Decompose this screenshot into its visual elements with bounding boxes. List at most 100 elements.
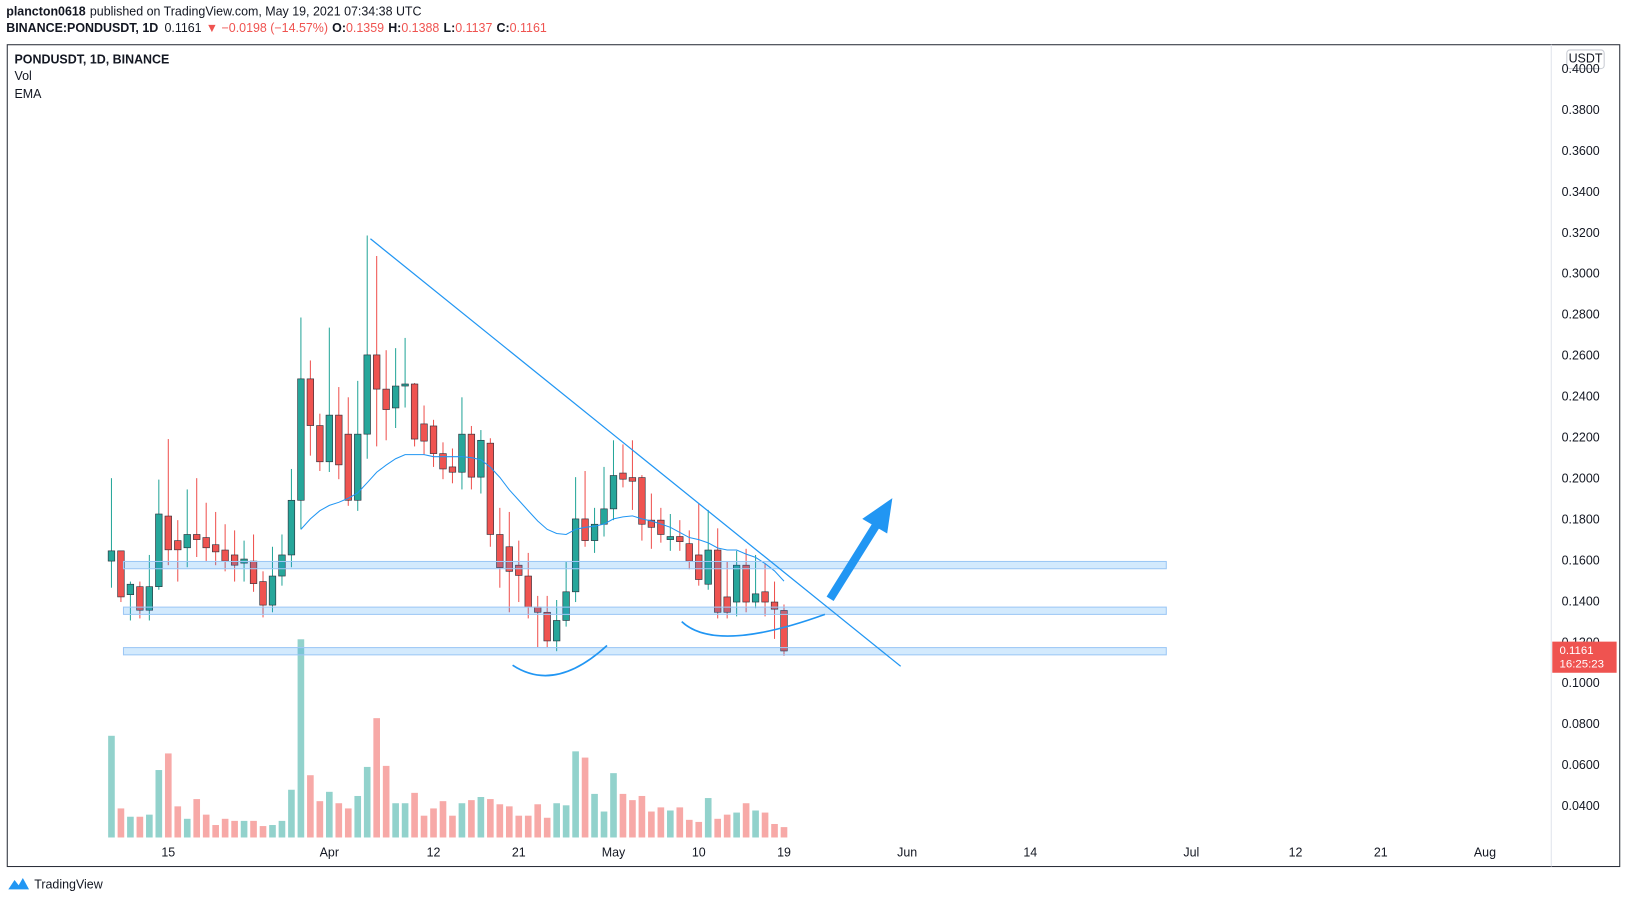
volume-bar	[648, 811, 655, 838]
candle-body	[316, 425, 324, 463]
candle-body	[259, 581, 267, 606]
arc	[681, 613, 826, 637]
author: plancton0618	[6, 5, 86, 19]
x-tick-label: Aug	[1474, 845, 1496, 859]
y-tick-label: 0.2200	[1562, 431, 1600, 445]
candle-body	[505, 546, 513, 572]
publish-line: plancton0618 published on TradingView.com…	[6, 5, 421, 19]
candle-body	[761, 591, 769, 603]
x-tick-label: 21	[512, 845, 526, 859]
candle-body	[344, 433, 352, 501]
candle-body	[325, 414, 333, 463]
volume-bar	[685, 819, 693, 838]
support-zone	[122, 606, 1167, 615]
volume-bar	[477, 797, 485, 838]
legend-volume: Vol	[15, 69, 32, 83]
volume-bar	[591, 793, 598, 838]
ohlc-value: 0.1137	[455, 21, 492, 35]
x-tick-label: 10	[692, 845, 706, 859]
y-tick-label: 0.3800	[1562, 103, 1600, 117]
candle-body	[543, 611, 551, 642]
volume-bar	[676, 807, 684, 838]
candle-body	[751, 593, 760, 603]
volume-bar	[771, 823, 778, 838]
candle-body	[297, 378, 305, 501]
volume-bar	[354, 795, 362, 838]
x-tick-label: 21	[1374, 845, 1388, 859]
volume-bar	[250, 820, 257, 838]
candle-body	[619, 472, 627, 480]
ohlc-value: 0.1359	[346, 21, 384, 35]
y-tick-label: 0.1600	[1562, 553, 1600, 567]
ema-line	[300, 454, 785, 582]
y-tick-label: 0.2800	[1562, 308, 1600, 322]
volume-bar	[524, 815, 532, 838]
candle-body	[515, 564, 523, 576]
arrow-head	[862, 498, 893, 534]
volume-bar	[117, 808, 125, 838]
volume-bar	[761, 812, 769, 838]
trend-line	[370, 238, 902, 667]
candle-body	[278, 554, 286, 577]
drawings	[122, 238, 1167, 677]
published: published on TradingView.com, May 19, 20…	[90, 5, 422, 19]
candle-body	[335, 414, 343, 466]
y-tick-label: 0.3200	[1562, 226, 1600, 240]
price-label-box	[1552, 641, 1617, 673]
support-zone	[122, 647, 1167, 656]
y-tick-label: 0.2000	[1562, 471, 1600, 485]
candle-body	[685, 543, 693, 562]
volume-bar	[496, 804, 504, 838]
arrow-shaft	[826, 521, 881, 602]
candle-body	[155, 513, 163, 587]
x-tick-label: Apr	[320, 845, 339, 859]
volume-bar	[259, 826, 267, 838]
volume-bar	[515, 815, 523, 838]
candle-body	[268, 575, 277, 606]
candle-body	[571, 518, 580, 593]
volume-bar	[221, 818, 229, 838]
brand: TradingView	[34, 877, 103, 891]
x-tick-label: Jun	[897, 845, 917, 859]
volume-bar	[344, 808, 352, 838]
x-tick-label: 15	[161, 845, 175, 859]
volume-bar	[316, 801, 324, 838]
candle-body	[467, 433, 476, 478]
volume-bar	[458, 803, 466, 838]
currency: USDT	[1569, 52, 1603, 66]
volume-bar	[363, 766, 371, 838]
volume-bar	[430, 808, 437, 838]
plot-area	[107, 235, 788, 838]
volume-bar	[733, 812, 740, 838]
candle-body	[221, 549, 229, 562]
candle-body	[553, 620, 561, 642]
volume-bar	[723, 814, 731, 838]
y-tick-label: 0.0400	[1562, 799, 1600, 813]
candle-body	[107, 550, 116, 562]
candle-body	[373, 354, 381, 390]
candle-body	[392, 385, 400, 409]
candle-body	[666, 536, 674, 540]
candle-body	[136, 586, 144, 611]
candle-body	[429, 425, 438, 454]
candle-body	[354, 433, 362, 501]
volume-bar	[468, 800, 475, 838]
chart-frame	[6, 44, 1621, 868]
symbol: BINANCE:PONDUSDT, 1D	[6, 21, 158, 35]
volume-bar	[629, 800, 636, 838]
volume-bar	[136, 816, 144, 838]
volume-bar	[373, 718, 380, 838]
volume-bar	[581, 757, 589, 838]
x-tick-label: Jul	[1183, 845, 1199, 859]
candle-body	[657, 519, 665, 535]
candle-body	[496, 534, 504, 568]
candle-body	[117, 550, 125, 598]
y-tick-label: 0.3000	[1562, 267, 1600, 281]
candle-body	[628, 477, 637, 482]
candle-body	[174, 540, 182, 551]
candle-body	[733, 564, 741, 603]
x-tick-label: 19	[777, 845, 791, 859]
